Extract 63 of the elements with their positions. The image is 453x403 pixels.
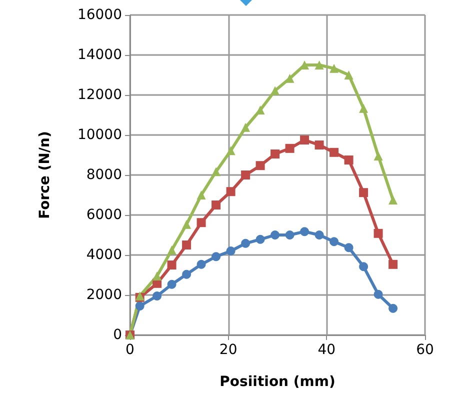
x-tick-label: 20 — [219, 342, 238, 358]
point — [374, 228, 383, 238]
point — [196, 190, 206, 200]
point — [226, 146, 236, 156]
point — [182, 240, 192, 250]
point — [359, 104, 368, 113]
point — [330, 148, 339, 157]
point — [152, 272, 162, 280]
point — [212, 167, 221, 176]
point — [270, 86, 280, 96]
point — [152, 292, 162, 300]
point — [212, 252, 221, 262]
point — [167, 246, 176, 254]
point — [241, 170, 250, 180]
y-tick-label: 10000 — [77, 127, 122, 143]
y-axis-title: Force (N/n) — [37, 131, 53, 219]
point — [388, 304, 398, 313]
point — [256, 234, 265, 244]
point — [270, 150, 280, 158]
y-tick-label: 12000 — [77, 87, 122, 103]
point — [285, 144, 294, 153]
point — [241, 238, 250, 248]
point — [212, 200, 221, 210]
point — [330, 64, 339, 73]
x-tick-label: 40 — [318, 342, 336, 358]
point — [344, 156, 354, 164]
point — [359, 262, 368, 272]
point — [388, 260, 398, 269]
point — [182, 270, 192, 279]
y-tick-label: 16000 — [77, 7, 122, 23]
point — [285, 230, 294, 240]
point — [300, 136, 310, 144]
point — [330, 237, 339, 246]
point — [196, 218, 206, 228]
point — [167, 280, 176, 289]
point — [196, 260, 206, 269]
point — [314, 60, 324, 70]
point — [241, 122, 250, 132]
point — [256, 161, 265, 170]
point — [182, 220, 192, 229]
y-tick-label: 6000 — [86, 207, 122, 223]
y-tick-label: 8000 — [86, 167, 122, 183]
point — [270, 230, 280, 240]
point — [374, 152, 383, 160]
point — [167, 260, 176, 270]
y-tick-label: 2000 — [86, 287, 122, 303]
x-tick-label: 0 — [126, 342, 134, 358]
y-tick-label: 0 — [113, 327, 122, 343]
point — [388, 196, 398, 204]
x-axis-title: Posiition (mm) — [220, 374, 336, 390]
point — [300, 227, 310, 236]
point — [344, 243, 354, 252]
point — [226, 246, 236, 256]
point — [359, 188, 368, 198]
y-tick-label: 4000 — [86, 247, 122, 263]
point — [344, 70, 354, 80]
point — [226, 187, 236, 196]
point — [314, 140, 324, 150]
point — [314, 230, 324, 240]
y-tick-label: 14000 — [77, 47, 122, 63]
x-tick-label: 60 — [416, 342, 434, 358]
point — [135, 302, 144, 310]
point — [374, 290, 383, 299]
